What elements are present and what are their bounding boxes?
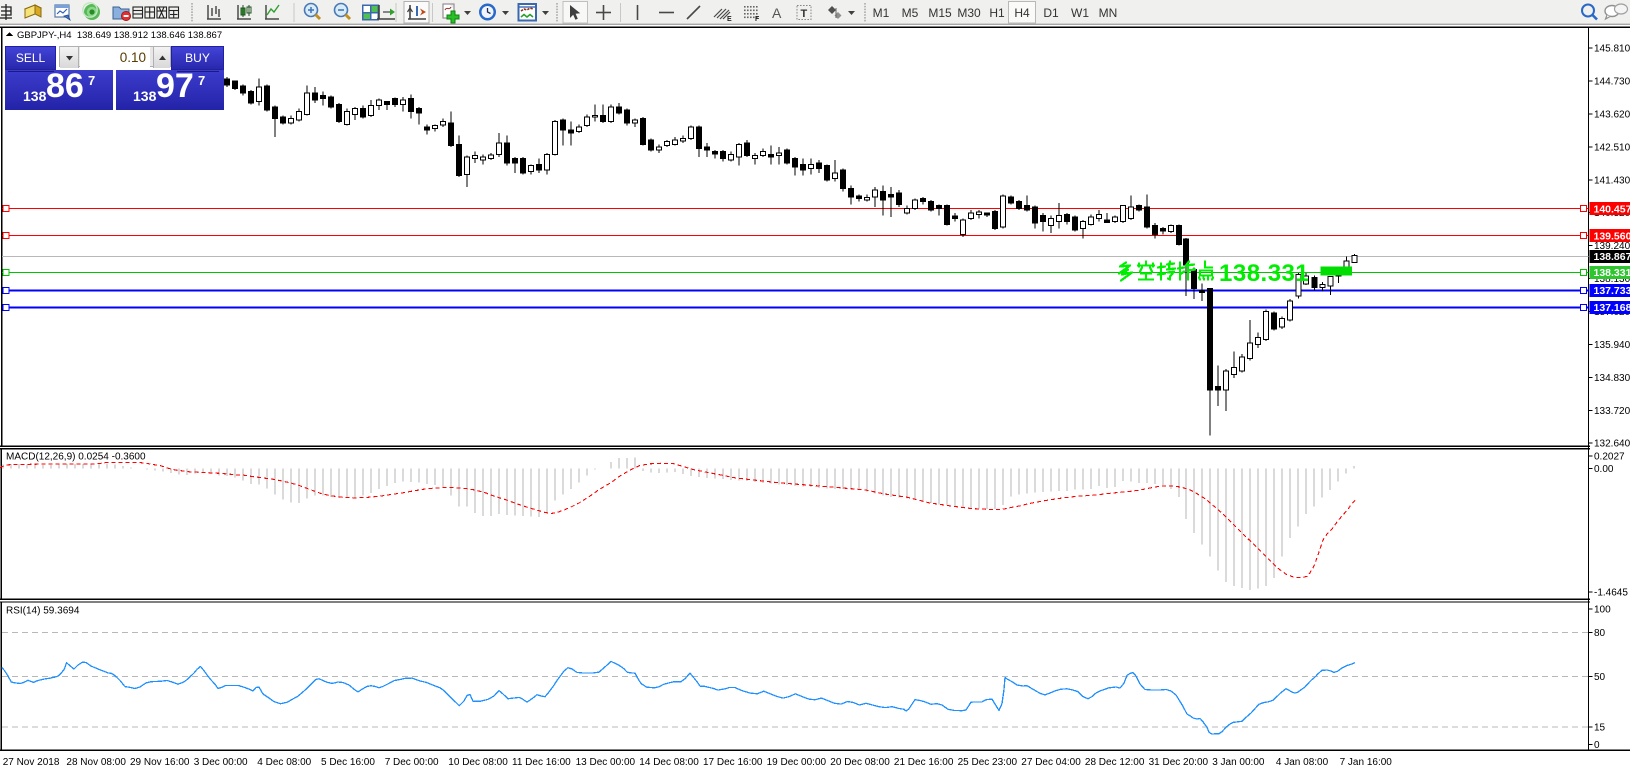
svg-text:144.730: 144.730 <box>1594 76 1630 87</box>
svg-text:4 Dec 08:00: 4 Dec 08:00 <box>257 757 311 768</box>
svg-text:27 Dec 04:00: 27 Dec 04:00 <box>1021 757 1081 768</box>
svg-text:3 Jan 00:00: 3 Jan 00:00 <box>1212 757 1265 768</box>
svg-text:M15: M15 <box>928 6 952 20</box>
svg-text:M1: M1 <box>873 6 890 20</box>
svg-text:140.457: 140.457 <box>1594 203 1630 215</box>
svg-text:4 Jan 08:00: 4 Jan 08:00 <box>1276 757 1329 768</box>
svg-text:100: 100 <box>1594 605 1611 616</box>
svg-text:138.130: 138.130 <box>1594 274 1630 285</box>
svg-text:0.00: 0.00 <box>1594 464 1614 475</box>
svg-text:133.720: 133.720 <box>1594 406 1630 417</box>
svg-text:141.430: 141.430 <box>1594 175 1630 186</box>
svg-text:142.510: 142.510 <box>1594 142 1630 153</box>
svg-text:M5: M5 <box>902 6 919 20</box>
svg-text:5 Dec 16:00: 5 Dec 16:00 <box>321 757 375 768</box>
svg-text:28 Dec 12:00: 28 Dec 12:00 <box>1085 757 1145 768</box>
svg-text:W1: W1 <box>1071 6 1089 20</box>
svg-text:M30: M30 <box>957 6 981 20</box>
svg-text:21 Dec 16:00: 21 Dec 16:00 <box>894 757 954 768</box>
svg-text:132.640: 132.640 <box>1594 439 1630 450</box>
svg-text:134.830: 134.830 <box>1594 373 1630 384</box>
svg-text:3 Dec 00:00: 3 Dec 00:00 <box>194 757 248 768</box>
svg-text:29 Nov 16:00: 29 Nov 16:00 <box>130 757 190 768</box>
svg-text:13 Dec 00:00: 13 Dec 00:00 <box>576 757 636 768</box>
svg-text:D1: D1 <box>1043 6 1059 20</box>
svg-text:20 Dec 08:00: 20 Dec 08:00 <box>830 757 890 768</box>
svg-text:17 Dec 16:00: 17 Dec 16:00 <box>703 757 763 768</box>
svg-text:11 Dec 16:00: 11 Dec 16:00 <box>512 757 571 768</box>
svg-text:7 Jan 16:00: 7 Jan 16:00 <box>1340 757 1393 768</box>
svg-text:139.240: 139.240 <box>1594 241 1630 252</box>
svg-text:80: 80 <box>1594 628 1606 639</box>
svg-text:137.168: 137.168 <box>1594 302 1630 314</box>
svg-text:0.2027: 0.2027 <box>1594 451 1625 462</box>
svg-text:28 Nov 08:00: 28 Nov 08:00 <box>66 757 126 768</box>
svg-text:E: E <box>727 16 732 23</box>
svg-text:138.867: 138.867 <box>1594 251 1630 263</box>
svg-text:27 Nov 2018: 27 Nov 2018 <box>3 757 60 768</box>
svg-text:14 Dec 08:00: 14 Dec 08:00 <box>639 757 699 768</box>
svg-text:137.733: 137.733 <box>1594 285 1630 297</box>
svg-text:145.810: 145.810 <box>1594 44 1630 55</box>
svg-text:135.940: 135.940 <box>1594 340 1630 351</box>
svg-text:-1.4645: -1.4645 <box>1594 588 1628 599</box>
svg-text:138.331: 138.331 <box>1219 260 1309 287</box>
svg-text:7 Dec 00:00: 7 Dec 00:00 <box>385 757 439 768</box>
svg-text:GBPJPY-,H4 138.649 138.912 13: GBPJPY-,H4 138.649 138.912 138.646 138.8… <box>17 30 222 41</box>
svg-text:H4: H4 <box>1014 6 1030 20</box>
svg-text:31 Dec 20:00: 31 Dec 20:00 <box>1149 757 1209 768</box>
svg-text:15: 15 <box>1594 723 1606 734</box>
svg-text:0: 0 <box>1594 740 1600 751</box>
svg-text:T: T <box>801 8 808 20</box>
svg-text:143.620: 143.620 <box>1594 109 1630 120</box>
svg-text:25 Dec 23:00: 25 Dec 23:00 <box>958 757 1018 768</box>
svg-text:MN: MN <box>1099 6 1118 20</box>
svg-text:138.331: 138.331 <box>1594 267 1630 279</box>
svg-text:RSI(14) 59.3694: RSI(14) 59.3694 <box>6 606 80 617</box>
svg-text:19 Dec 00:00: 19 Dec 00:00 <box>767 757 827 768</box>
svg-text:10 Dec 08:00: 10 Dec 08:00 <box>448 757 508 768</box>
svg-text:MACD(12,26,9) 0.0254 -0.3600: MACD(12,26,9) 0.0254 -0.3600 <box>6 452 146 463</box>
svg-text:A: A <box>772 5 782 21</box>
svg-text:H1: H1 <box>989 6 1005 20</box>
svg-text:50: 50 <box>1594 672 1606 683</box>
svg-text:F: F <box>755 16 760 23</box>
svg-text:139.560: 139.560 <box>1594 230 1630 242</box>
